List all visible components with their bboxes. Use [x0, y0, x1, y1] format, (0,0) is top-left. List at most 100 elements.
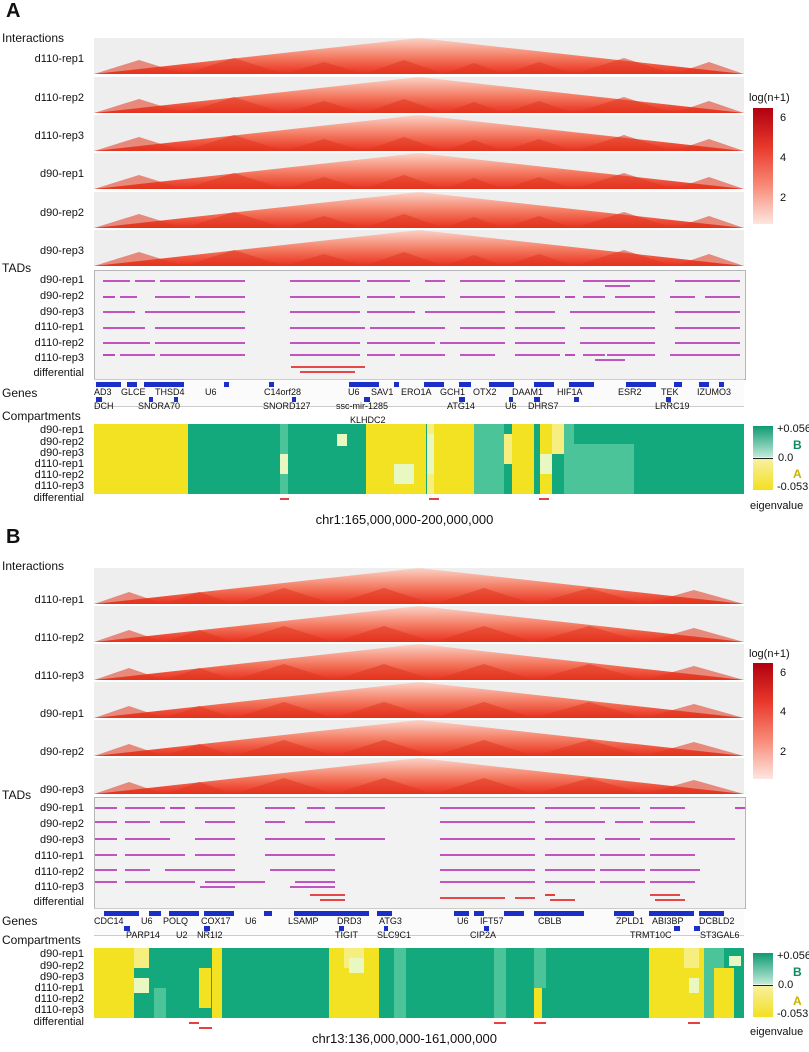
eigen-zero-line	[753, 458, 773, 459]
genes-title: Genes	[2, 914, 38, 928]
gene-label: HIF1A	[557, 387, 583, 397]
interactions-title: Interactions	[2, 559, 65, 573]
gene-track	[94, 908, 744, 936]
gene-label: GLCE	[121, 387, 146, 397]
hic-label: d110-rep3	[34, 670, 84, 682]
gene-label: POLQ	[163, 916, 189, 926]
gene-label: CDC14	[94, 916, 124, 926]
hic-label: d110-rep1	[34, 53, 84, 65]
panel-letter: A	[6, 0, 21, 22]
gene-label: C14orf28	[264, 387, 302, 397]
tad-label: d90-rep2	[39, 290, 84, 302]
tads-title: TADs	[2, 788, 32, 802]
comp-label: d110-rep3	[34, 480, 84, 492]
hic-track	[94, 153, 744, 189]
hic-label: d90-rep2	[39, 746, 84, 758]
gene-label: DCBLD2	[699, 916, 735, 926]
hic-track	[94, 644, 744, 680]
gene-track	[94, 379, 744, 407]
gene-label: GCH1	[440, 387, 466, 397]
gene-label: THSD4	[155, 387, 185, 397]
colorbar-tick: 4	[780, 706, 787, 718]
hic-track	[94, 606, 744, 642]
tads-title: TADs	[2, 261, 32, 275]
gene-label: DRD3	[337, 916, 362, 926]
gene-label: SNORA70	[138, 401, 181, 411]
panel-b: B Interactions d110-rep1 d110-rep2 d110-…	[0, 526, 809, 1052]
gene-label: SNORD127	[263, 401, 311, 411]
hic-track	[94, 38, 744, 74]
gene-label: COX17	[201, 916, 231, 926]
hic-track	[94, 230, 744, 266]
gene-label: ssc-mir-1285	[336, 401, 389, 411]
hic-track	[94, 682, 744, 718]
tad-label: d110-rep3	[34, 352, 84, 364]
eigen-a-label: A	[793, 467, 802, 481]
gene-label: ATG3	[379, 916, 402, 926]
genomic-coordinate: chr13:136,000,000-161,000,000	[311, 1031, 498, 1046]
compartments-title: Compartments	[2, 409, 81, 423]
hic-label: d110-rep3	[34, 130, 84, 142]
comp-label: d90-rep3	[39, 971, 84, 983]
colorbar-tick: 2	[780, 746, 787, 758]
comp-label: d110-rep2	[34, 469, 84, 481]
tad-tracks	[94, 270, 746, 380]
comp-label: d110-rep1	[34, 458, 84, 470]
eigen-a-label: A	[793, 994, 802, 1008]
panel-letter: B	[6, 526, 21, 548]
eigen-min: -0.053	[777, 1008, 809, 1020]
gene-label: AD3	[94, 387, 112, 397]
hic-label: d90-rep1	[39, 708, 84, 720]
tad-label: d110-rep3	[34, 881, 84, 893]
hic-colorbar	[753, 108, 773, 224]
colorbar-tick: 4	[780, 152, 787, 164]
comp-label: d110-rep1	[34, 982, 84, 994]
comp-label: d110-rep2	[34, 993, 84, 1005]
hic-label: d110-rep1	[34, 594, 84, 606]
hic-label: d110-rep2	[34, 92, 84, 104]
eigen-zero-line	[753, 985, 773, 986]
colorbar-tick: 6	[780, 112, 787, 124]
eigen-title: eigenvalue	[750, 500, 804, 512]
hic-track	[94, 720, 744, 756]
gene-label: ABI3BP	[652, 916, 684, 926]
gene-label: ZPLD1	[616, 916, 645, 926]
gene-label: KLHDC2	[350, 415, 386, 425]
tad-label: d90-rep2	[39, 818, 84, 830]
tad-label: differential	[33, 896, 84, 908]
comp-label: d110-rep3	[34, 1004, 84, 1016]
gene-label: CBLB	[538, 916, 562, 926]
tad-label: d90-rep3	[39, 306, 84, 318]
gene-label: OTX2	[473, 387, 497, 397]
gene-label: U6	[505, 401, 517, 411]
gene-label: CIP2A	[470, 930, 497, 940]
gene-label: LSAMP	[288, 916, 319, 926]
eigen-mid: 0.0	[778, 979, 794, 991]
comp-label: d90-rep2	[39, 436, 84, 448]
compartment-heatmap	[94, 948, 744, 1032]
panel-a: A Interactions d110-rep1 d110-rep2 d110-…	[2, 0, 809, 527]
hic-track	[94, 568, 744, 604]
eigen-max: +0.056	[777, 423, 809, 435]
comp-label: d90-rep1	[39, 424, 84, 436]
colorbar-title: log(n+1)	[749, 648, 790, 660]
compartment-heatmap	[94, 424, 744, 504]
eigen-min: -0.053	[777, 481, 809, 493]
eigen-mid: 0.0	[778, 452, 794, 464]
hic-label: d90-rep3	[39, 245, 84, 257]
comp-label: differential	[33, 492, 84, 504]
hic-track	[94, 77, 744, 113]
hic-label: d90-rep2	[39, 207, 84, 219]
tad-label: d90-rep1	[39, 802, 84, 814]
comp-label: d90-rep2	[39, 960, 84, 972]
gene-label: ST3GAL6	[700, 930, 740, 940]
hic-track	[94, 115, 744, 151]
hic-label: d90-rep1	[39, 168, 84, 180]
hic-label: d90-rep3	[39, 784, 84, 796]
gene-label: U6	[205, 387, 217, 397]
colorbar-tick: 6	[780, 667, 787, 679]
gene-label: U6	[141, 916, 153, 926]
gene-label: U6	[245, 916, 257, 926]
gene-label: TRMT10C	[630, 930, 672, 940]
colorbar-title: log(n+1)	[749, 92, 790, 104]
